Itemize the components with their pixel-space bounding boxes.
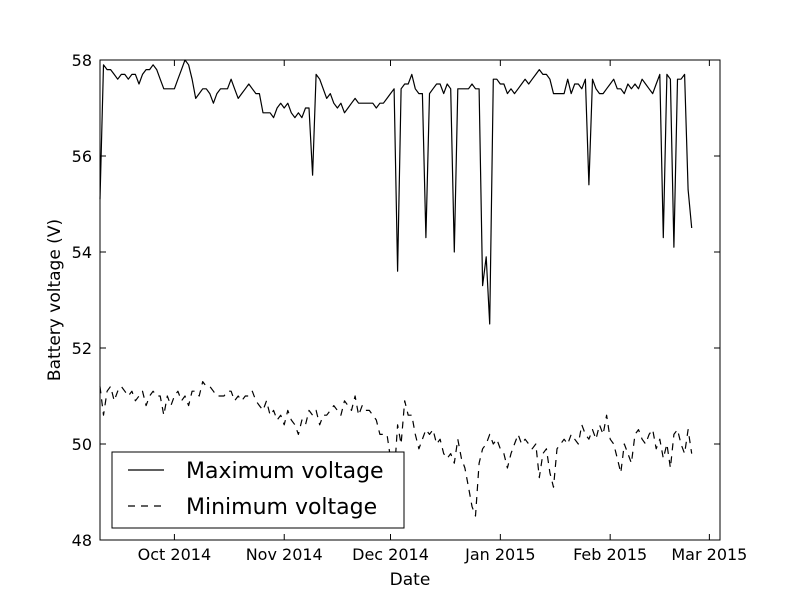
y-tick-label: 48 — [72, 531, 92, 550]
series-line-maximum — [99, 59, 693, 325]
x-tick-label: Mar 2015 — [671, 545, 747, 564]
legend-label-minimum: Minimum voltage — [186, 495, 377, 520]
legend-label-maximum: Maximum voltage — [186, 459, 384, 484]
y-tick-label: 56 — [72, 147, 92, 166]
y-tick-label: 58 — [72, 51, 92, 70]
plot-frame — [99, 59, 721, 541]
x-axis-label: Date — [390, 570, 431, 590]
series-layer — [99, 59, 693, 517]
series-line-minimum — [99, 381, 693, 517]
legend-box — [111, 451, 405, 529]
x-tick-label: Nov 2014 — [246, 545, 323, 564]
y-tick-label: 50 — [72, 435, 92, 454]
y-ticks: 48 50 52 54 56 58 — [72, 51, 720, 550]
x-tick-label: Jan 2015 — [464, 545, 535, 564]
x-ticks: Oct 2014 Nov 2014 Dec 2014 Jan 2015 Feb 2015… — [138, 60, 747, 564]
x-tick-label: Dec 2014 — [352, 545, 429, 564]
y-tick-label: 54 — [72, 243, 92, 262]
y-tick-label: 52 — [72, 339, 92, 358]
y-axis-label: Battery voltage (V) — [45, 219, 65, 381]
legend: Maximum voltage Minimum voltage — [111, 451, 405, 529]
x-tick-label: Feb 2015 — [573, 545, 647, 564]
x-tick-label: Oct 2014 — [138, 545, 211, 564]
